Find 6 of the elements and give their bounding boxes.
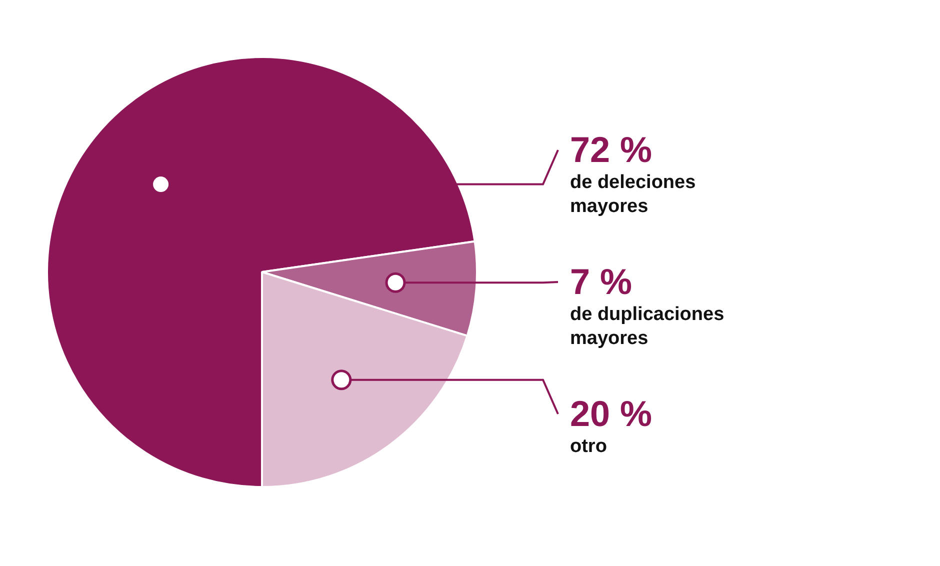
slice-label: de duplicaciones mayores (570, 304, 724, 349)
slice-label: otro (570, 436, 607, 457)
data-label: 20 % (570, 393, 652, 434)
data-label: 7 % (570, 261, 632, 302)
data-label: 72 % (570, 129, 652, 170)
slice-label: de deleciones mayores (570, 172, 696, 217)
